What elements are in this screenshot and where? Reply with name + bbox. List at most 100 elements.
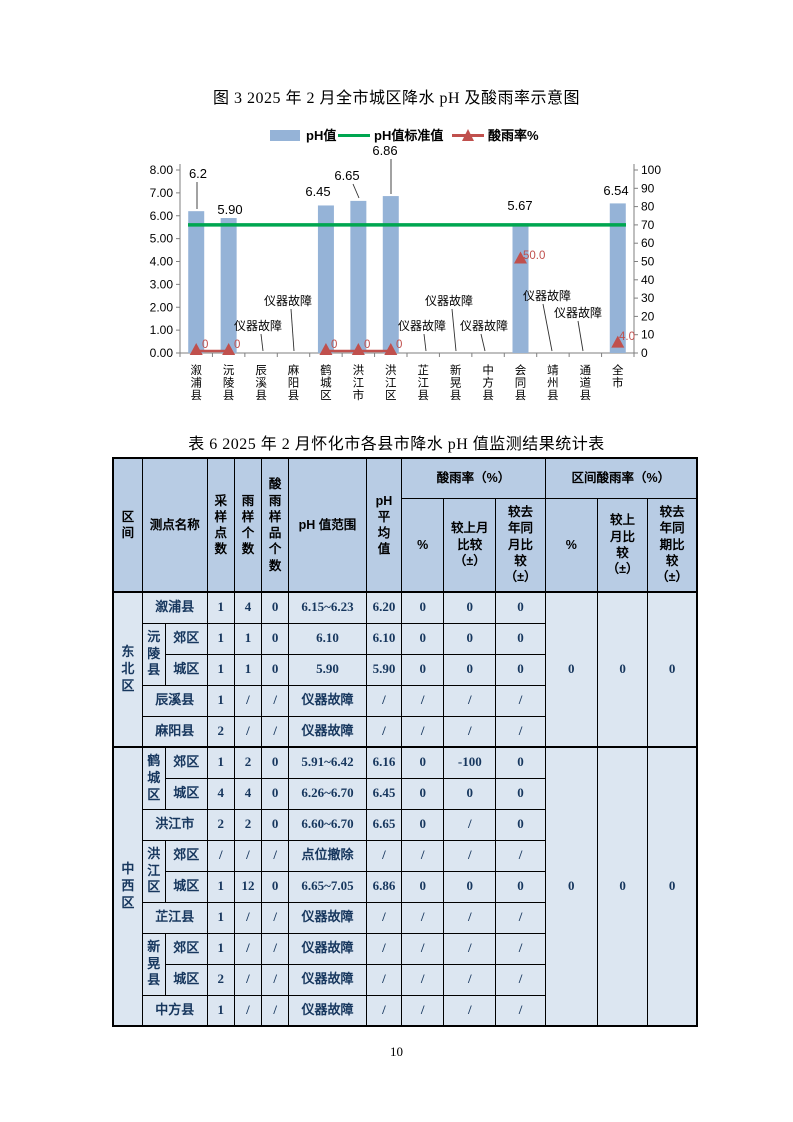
table-cell: 0 (495, 622, 546, 655)
table-header-row: 区 间测点名称采 样 点 数雨 样 个 数酸 雨 样 品 个 数 pH 值范围 pH… (112, 457, 698, 593)
annotation-label: 0 (396, 339, 402, 351)
x-axis-label: 芷江县 (417, 364, 429, 402)
table-cell: / (495, 994, 546, 1027)
table-cell: 5.90 (288, 653, 367, 686)
ph-bar (188, 211, 205, 353)
table-cell: / (401, 839, 445, 872)
table-cell: 城区 (164, 777, 208, 810)
table-cell: 0 (544, 591, 598, 748)
table-header-cell: pH 平 均 值 (365, 457, 403, 593)
table-cell: / (233, 994, 263, 1027)
x-axis-label: 通道县 (580, 364, 592, 402)
table-cell: 0 (261, 870, 290, 903)
table-header-cell: 酸雨率（%） (401, 457, 546, 499)
table-cell: 辰溪县 (141, 684, 208, 717)
table-cell: / (401, 684, 445, 717)
annotation-leader (542, 303, 553, 352)
table-cell: 0 (495, 777, 546, 810)
annotation-label: 仪器故障 (425, 293, 473, 308)
table-header-cell: 区间酸雨率（%） (544, 457, 698, 499)
legend-swatch-bar (270, 130, 300, 141)
x-axis-label: 会同县 (515, 364, 527, 402)
table-cell: / (233, 715, 263, 748)
annotation-label: 仪器故障 (523, 288, 571, 303)
annotation-label: 0 (234, 339, 240, 351)
table-cell: 1 (206, 870, 235, 903)
table-header-cell: 较去 年同 期比 较 （±） (647, 497, 698, 593)
table-header-cell: pH 值范围 (288, 457, 367, 593)
table-header-cell: % (401, 497, 445, 593)
table-header-row: % 较上月 比较 （±） 较去 年同 月比 较 （±）% 较上 月比 较 （±） 较去 … (113, 497, 698, 593)
table-cell: 6.15~6.23 (288, 591, 367, 624)
table-cell: 0 (443, 777, 497, 810)
table-header-cell: 区 间 (112, 457, 143, 593)
table-cell: 0 (261, 808, 290, 841)
table-cell: / (443, 839, 497, 872)
table-cell: 6.60~6.70 (288, 808, 367, 841)
table-cell: 2 (206, 808, 235, 841)
table-cell: / (261, 994, 290, 1027)
annotation-leader (577, 320, 584, 352)
figure-title: 图 3 2025 年 2 月全市城区降水 pH 及酸雨率示意图 (212, 90, 581, 107)
y-axis-label: 3.00 (150, 277, 174, 291)
table-cell: / (261, 932, 290, 965)
table-cell: / (495, 963, 546, 996)
table-cell: / (365, 963, 403, 996)
table-cell: / (401, 994, 445, 1027)
table-cell: 沅 陵 县 (141, 622, 166, 686)
table-body: 东 北 区溆浦县 1 4 0 6.15~6.23 6.20 0 0 0 0 0 0 沅 陵 县郊区 1 1 0… (112, 591, 698, 1027)
table-cell: 4 (233, 591, 263, 624)
table-cell: 0 (495, 653, 546, 686)
table-header-cell: 较上月 比较 （±） (443, 497, 497, 593)
table-cell: / (365, 932, 403, 965)
y-axis-label: 10 (641, 328, 655, 342)
y-axis-label: 4.00 (150, 255, 174, 269)
table-cell: 0 (261, 622, 290, 655)
table-header-cell: 较去 年同 月比 较 （±） (495, 497, 546, 593)
page-number: 10 (390, 1044, 403, 1059)
y-axis-label: 5.00 (150, 232, 174, 246)
y-axis-label: 0 (641, 346, 648, 360)
table-row: 东 北 区溆浦县 1 4 0 6.15~6.23 6.20 0 0 0 0 0 0 (112, 591, 698, 748)
table-cell: 0 (261, 591, 290, 624)
table-row: 中方县 1// 仪器故障 / / / / (113, 994, 697, 1027)
annotation-leader (451, 308, 457, 352)
table-cell: / (206, 839, 235, 872)
table-cell: 0 (443, 591, 497, 624)
table-cell: 6.26~6.70 (288, 777, 367, 810)
annotation-label: 仪器故障 (460, 318, 508, 333)
table-cell: 仪器故障 (288, 932, 367, 965)
annotation-label: 5.67 (507, 198, 532, 213)
table-cell: 0 (261, 777, 290, 810)
table-cell: 0 (647, 591, 698, 748)
table-cell: 6.10 (288, 622, 367, 655)
table-cell: 6.10 (365, 622, 403, 655)
table-cell: 6.86 (365, 870, 403, 903)
y-axis-label: 90 (641, 181, 655, 195)
y-axis-label: 1.00 (150, 323, 174, 337)
table-cell: 0 (544, 746, 598, 1027)
table-head: 区 间测点名称采 样 点 数雨 样 个 数酸 雨 样 品 个 数 pH 值范围 pH… (112, 457, 698, 593)
table-cell: 城区 (164, 963, 208, 996)
table-cell: / (401, 932, 445, 965)
table-row: 城区 1 12 0 6.65~7.05 6.86 0 0 0 (113, 870, 697, 903)
table-row: 芷江县 1// 仪器故障 / / / / (113, 901, 697, 934)
table-cell: 4 (233, 777, 263, 810)
table-cell: / (443, 684, 497, 717)
annotation-label: 0 (331, 339, 337, 351)
table-cell: / (365, 839, 403, 872)
table-cell: 1 (206, 932, 235, 965)
table-cell: 0 (647, 746, 698, 1027)
table-cell: / (261, 839, 290, 872)
table-cell: 6.16 (365, 746, 403, 779)
table-cell: / (495, 932, 546, 965)
table-cell: 1 (206, 746, 235, 779)
y-axis-label: 2.00 (150, 300, 174, 314)
annotation-label: 6.45 (305, 184, 330, 199)
table-cell: 1 (206, 901, 235, 934)
table-cell: 1 (206, 622, 235, 655)
annotation-label: 6.2 (189, 166, 207, 181)
ph-bar (350, 200, 367, 353)
table-cell: 洪 江 区 (141, 839, 166, 903)
